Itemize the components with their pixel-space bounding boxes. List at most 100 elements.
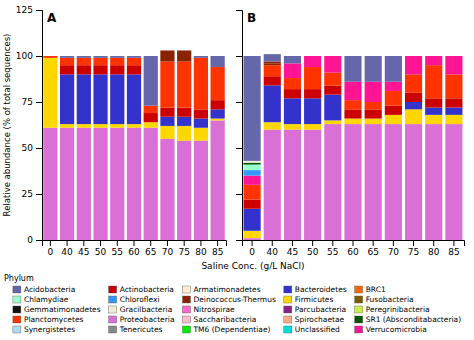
bar-segment (304, 56, 321, 57)
legend-label: Unclassified (295, 325, 340, 334)
tick-label: 50 (22, 143, 34, 153)
bar-segment (77, 56, 91, 58)
bar-segment (324, 56, 341, 57)
legend-swatch (355, 296, 363, 303)
bar-segment (43, 56, 57, 58)
legend-label: Tenericutes (119, 325, 163, 334)
legend-swatch (13, 286, 21, 293)
legend-swatch (182, 296, 190, 303)
tick-label: 0 (47, 247, 53, 257)
legend-entry: Chloroflexi (109, 295, 160, 304)
bar-segment (264, 85, 281, 122)
bar-segment (304, 56, 321, 57)
legend-entry: Parcubacteria (284, 305, 346, 314)
bar-segment (77, 128, 91, 240)
bar-segment (405, 56, 422, 57)
bar-segment (160, 62, 174, 108)
bar-segment (445, 56, 462, 74)
tick-mark (236, 102, 242, 103)
chart-container: 0404550556065707580850255075100125ARelat… (0, 0, 474, 340)
bar-segment (365, 124, 382, 240)
bar-segment (93, 65, 107, 74)
tick-label: 75 (22, 97, 33, 107)
bar-segment (445, 108, 462, 115)
tick-label: 50 (95, 247, 107, 257)
legend-label: Verrucomicrobia (366, 325, 427, 334)
legend-entry: Peregrinibacteria (355, 305, 430, 314)
bar-segment (445, 56, 462, 57)
tick-mark (36, 102, 42, 103)
bar-segment (264, 65, 281, 76)
tick-label: 40 (61, 247, 73, 257)
bar-segment (160, 50, 174, 51)
tick-label: 85 (212, 247, 223, 257)
legend-swatch (355, 326, 363, 333)
bar-segment (244, 170, 261, 176)
bar-segment (304, 67, 321, 89)
bar-segment (93, 74, 107, 124)
bar-segment (43, 56, 57, 57)
bar-series (43, 56, 224, 113)
bar-segment (405, 74, 422, 92)
legend-label: Synergistetes (24, 325, 75, 334)
tick-mark (312, 240, 313, 246)
bar-series (244, 170, 261, 176)
legend-title: Phylum (4, 274, 34, 283)
bar-segment (324, 124, 341, 240)
bar-segment (244, 176, 261, 185)
tick-mark (236, 10, 242, 11)
legend-label: Gemmatimonadetes (24, 305, 101, 314)
bar-segment (264, 130, 281, 240)
x-tick: 40 (267, 240, 279, 257)
x-tick: 85 (448, 240, 459, 257)
bar-segment (60, 124, 74, 128)
legend-entry: Firmicutes (284, 295, 334, 304)
bar-segment (304, 56, 321, 57)
bar-segment (93, 58, 107, 65)
legend-swatch (109, 286, 117, 293)
legend-swatch (284, 316, 292, 323)
tick-label: 55 (112, 247, 123, 257)
y-tick: 0 (27, 235, 42, 245)
plot-area (43, 50, 224, 240)
bar-series (43, 120, 224, 240)
tick-mark (150, 240, 151, 246)
legend-entry: Spirochaetae (284, 315, 345, 324)
bar-segment (144, 113, 158, 122)
y-tick (236, 148, 242, 149)
bar-segment (244, 185, 261, 200)
bar-segment (264, 63, 281, 65)
bar-segment (344, 119, 361, 125)
tick-mark (292, 240, 293, 246)
bar-segment (445, 56, 462, 57)
bar-segment (77, 65, 91, 74)
bar-segment (77, 74, 91, 124)
legend-entry: Fusobacteria (355, 295, 414, 304)
tick-label: 80 (195, 247, 207, 257)
tick-mark (236, 240, 242, 241)
legend-entry: Verrucomicrobia (355, 325, 427, 334)
plot-area (244, 54, 463, 240)
legend-label: Actinobacteria (120, 285, 174, 294)
bar-segment (211, 109, 225, 118)
bar-segment (110, 74, 124, 124)
tick-mark (36, 240, 42, 241)
bar-segment (194, 58, 208, 110)
legend-label: Parcubacteria (295, 305, 346, 314)
legend-label: Deinococcus-Thermus (193, 295, 275, 304)
tick-label: 45 (287, 247, 298, 257)
bar-segment (385, 106, 402, 115)
bar-segment (365, 56, 382, 82)
bar-segment (77, 124, 91, 128)
bar-segment (425, 56, 442, 57)
bar-segment (425, 65, 442, 98)
bar-segment (264, 54, 281, 61)
panel: 0404550556065707580850255075100125ARelat… (2, 5, 227, 257)
legend-swatch (355, 286, 363, 293)
x-tick: 75 (408, 240, 419, 257)
bar-segment (324, 56, 341, 73)
legend-entry: Actinobacteria (109, 285, 174, 294)
legend: PhylumAcidobacteriaChlamydiaeGemmatimona… (4, 274, 461, 334)
legend-label: Armatimonadetes (193, 285, 260, 294)
bar-segment (344, 124, 361, 240)
